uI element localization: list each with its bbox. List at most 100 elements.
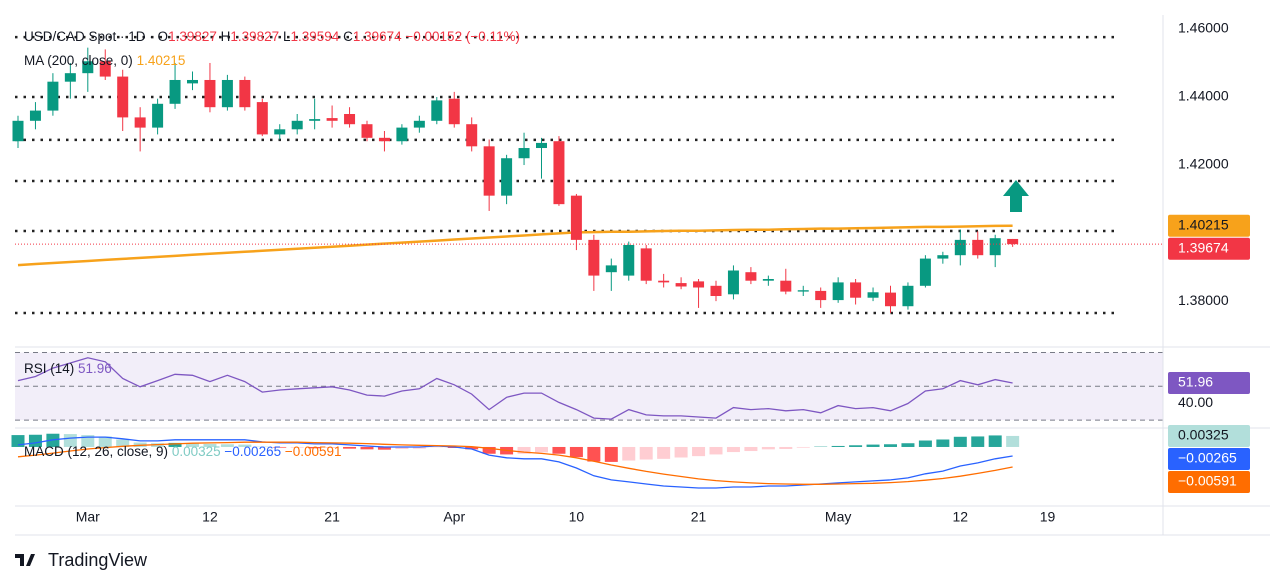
candle-body <box>588 239 600 276</box>
histogram-bar <box>971 436 985 447</box>
histogram-bar <box>325 446 339 448</box>
candle-body <box>204 79 216 108</box>
histogram-bar <box>918 440 932 447</box>
histogram-bar <box>116 439 130 447</box>
candle-body <box>466 124 478 147</box>
candle-body <box>361 124 373 138</box>
candle-body <box>536 142 547 149</box>
histogram-bar <box>761 446 775 450</box>
ohlc-label: H <box>221 29 231 44</box>
y-tick-label: 1.44000 <box>1178 88 1229 104</box>
price-badge <box>1168 470 1250 493</box>
histogram-bar <box>238 444 252 447</box>
candle-body <box>710 285 722 297</box>
candle-body <box>274 129 286 135</box>
histogram-bar <box>744 446 758 452</box>
histogram-bar <box>657 446 671 459</box>
candle-body <box>117 76 129 118</box>
histogram-bar <box>674 446 688 458</box>
candle-body <box>1007 238 1019 245</box>
histogram-bar <box>395 446 409 450</box>
candle-body <box>239 79 251 108</box>
candle-body <box>553 141 565 205</box>
price-badge <box>1168 447 1250 470</box>
histogram-bar <box>273 446 287 448</box>
candle-body <box>902 285 914 307</box>
candle-body <box>152 103 164 128</box>
candle-body <box>658 280 670 283</box>
candle-body <box>762 279 774 281</box>
histogram-bar <box>849 445 863 447</box>
candle-body <box>797 290 809 292</box>
histogram-bar <box>412 446 426 449</box>
legend-value: 51.96 <box>78 361 112 376</box>
candle-body <box>745 272 757 281</box>
macd-legend: MACD (12, 26, close, 9) 0.00325 −0.00265… <box>24 444 342 459</box>
change: −0.00152 (−0.11%) <box>405 29 520 44</box>
histogram-bar <box>639 446 653 460</box>
x-tick-label: Apr <box>443 509 465 525</box>
price-badge-label: 1.40215 <box>1178 216 1229 232</box>
rsi-legend: RSI (14) 51.96 <box>24 361 112 376</box>
legend-value: 0.00325 <box>172 444 221 459</box>
histogram-bar <box>692 446 706 457</box>
candle-body <box>815 290 827 301</box>
histogram-bar <box>81 435 95 447</box>
histogram-bar <box>604 446 618 462</box>
price-badge-label: −0.00591 <box>1178 473 1237 489</box>
price-badge <box>1168 372 1250 395</box>
price-badge <box>1168 424 1250 447</box>
candle-body <box>675 283 687 287</box>
x-tick-label: 12 <box>953 509 969 525</box>
candle-body <box>867 292 879 298</box>
price-badge <box>1168 237 1250 260</box>
histogram-bar <box>552 446 566 454</box>
candle-body <box>780 280 792 292</box>
ohlc-value: 1.39674 <box>353 29 402 44</box>
candle-body <box>919 258 931 286</box>
ohlc-label: C <box>343 29 353 44</box>
rsi-line <box>17 357 1013 420</box>
signal-line <box>17 441 1013 485</box>
candle-body <box>570 195 582 240</box>
histogram-bar <box>465 446 479 450</box>
candle-body <box>82 61 94 74</box>
candle-body <box>256 102 268 135</box>
x-tick-label: May <box>825 509 851 525</box>
histogram-bar <box>709 446 723 455</box>
plot-layers: 1.46000 1.44000 1.42000 1.38000 40.00 <box>11 20 1229 489</box>
histogram-bar <box>98 436 112 447</box>
price-badge-label: 1.39674 <box>1178 239 1229 255</box>
candle-body <box>291 120 303 130</box>
x-tick-label: 21 <box>324 509 340 525</box>
legend-name: MA (200, close, 0) <box>24 53 133 68</box>
y-tick-label: 1.38000 <box>1178 292 1229 308</box>
histogram-bar <box>831 445 845 447</box>
candle-body <box>623 244 635 276</box>
histogram-bar <box>988 435 1002 447</box>
legend: USD/CAD Spot · 1D · O1.39827 H1.39827 L1… <box>24 29 520 44</box>
y-tick-label: 40.00 <box>1178 394 1213 410</box>
candle-body <box>640 248 652 281</box>
price-badge-label: −0.00265 <box>1178 450 1237 466</box>
ohlc-value: 1.39827 <box>230 29 279 44</box>
candle-body <box>989 238 1001 256</box>
histogram-bar <box>220 444 234 447</box>
candle-body <box>937 255 949 259</box>
candle-body <box>885 292 896 307</box>
up-arrow <box>1003 180 1029 212</box>
candle-body <box>954 239 966 256</box>
candle-body <box>483 146 495 196</box>
ohlc-label: O <box>158 29 169 44</box>
histogram-bar <box>168 442 182 447</box>
histogram-bar <box>901 443 915 447</box>
candle-body <box>972 239 984 256</box>
y-tick-label: 1.46000 <box>1178 20 1229 36</box>
price-badge-label: 51.96 <box>1178 374 1213 390</box>
histogram-bar <box>884 444 897 447</box>
histogram-bar <box>517 446 531 454</box>
candle-body <box>29 110 41 121</box>
histogram-bar <box>186 443 199 447</box>
candle-body <box>309 119 321 121</box>
